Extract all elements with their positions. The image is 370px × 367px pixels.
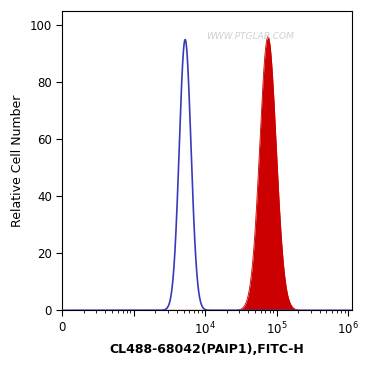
Y-axis label: Relative Cell Number: Relative Cell Number <box>11 95 24 227</box>
X-axis label: CL488-68042(PAIP1),FITC-H: CL488-68042(PAIP1),FITC-H <box>110 343 304 356</box>
Text: WWW.PTGLAB.COM: WWW.PTGLAB.COM <box>206 32 294 41</box>
